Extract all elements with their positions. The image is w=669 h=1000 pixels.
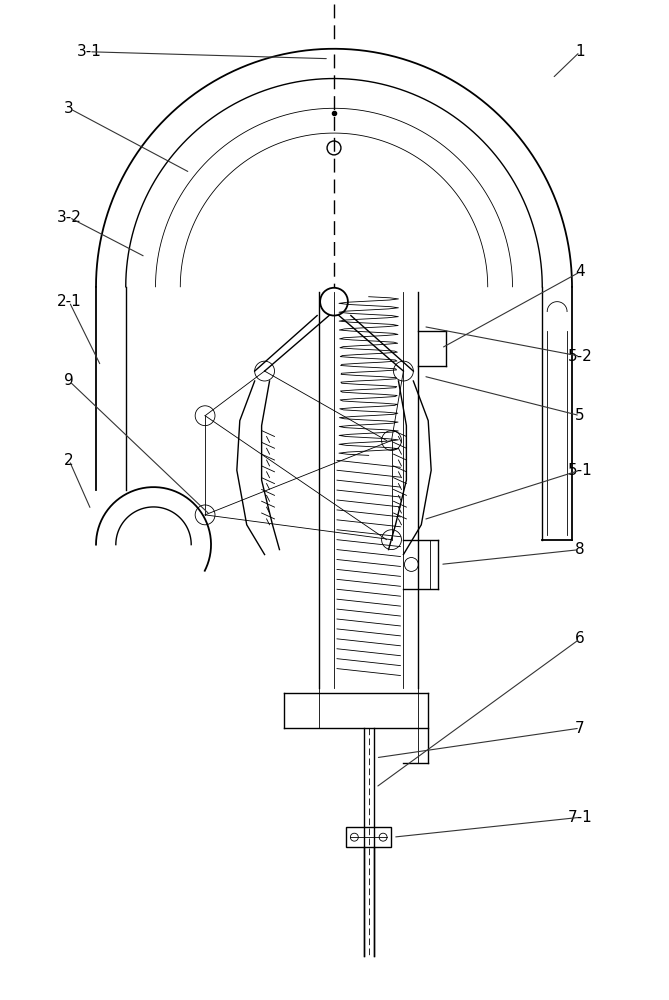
Text: 8: 8: [575, 542, 585, 557]
Text: 2-1: 2-1: [57, 294, 82, 309]
Text: 7: 7: [575, 721, 585, 736]
Text: 5-1: 5-1: [567, 463, 592, 478]
Text: 6: 6: [575, 631, 585, 646]
Text: 4: 4: [575, 264, 585, 279]
Text: 2: 2: [64, 453, 74, 468]
Bar: [347, 827, 391, 847]
Text: 7-1: 7-1: [567, 810, 592, 825]
Text: 3: 3: [64, 101, 74, 116]
Text: 5-2: 5-2: [567, 349, 592, 364]
Text: 5: 5: [575, 408, 585, 423]
Text: 9: 9: [64, 373, 74, 388]
Text: 3-2: 3-2: [57, 210, 82, 225]
Text: 3-1: 3-1: [76, 44, 102, 59]
Text: 1: 1: [575, 44, 585, 59]
